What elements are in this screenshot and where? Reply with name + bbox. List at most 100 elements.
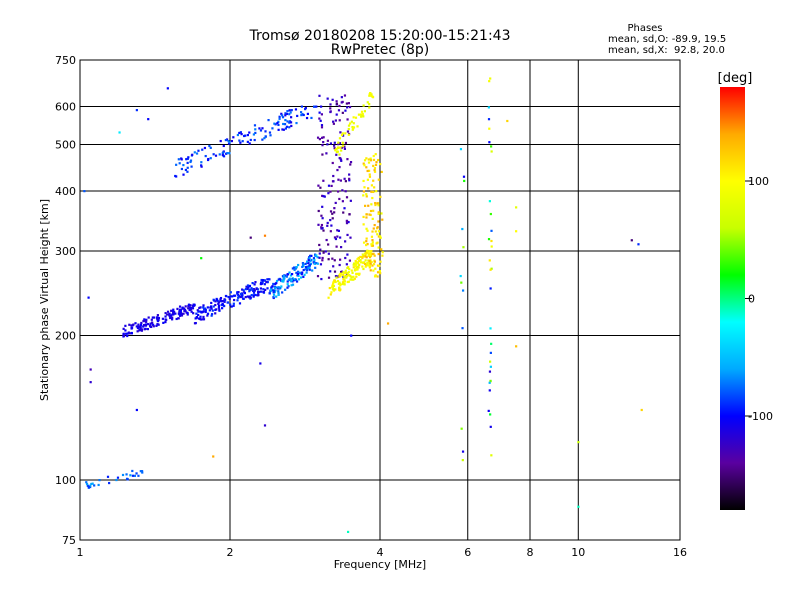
echo-point <box>277 291 280 295</box>
echo-point <box>139 325 142 328</box>
echo-point <box>192 312 195 315</box>
echo-point <box>488 80 491 83</box>
echo-point <box>221 307 224 310</box>
echo-point <box>380 170 383 174</box>
echo-point <box>189 159 193 162</box>
echo-point <box>318 94 321 97</box>
echo-point <box>328 286 331 290</box>
echo-point <box>306 260 309 263</box>
echo-point <box>285 275 288 278</box>
echo-point <box>459 148 463 151</box>
echo-point <box>129 474 132 477</box>
echo-point <box>322 251 325 254</box>
echo-point <box>370 250 373 253</box>
echo-point <box>341 132 344 135</box>
echo-point <box>145 318 148 321</box>
echo-point <box>331 161 334 165</box>
echo-point <box>212 298 215 301</box>
echo-point <box>280 279 284 283</box>
echo-point <box>312 257 316 260</box>
echo-point <box>253 124 257 127</box>
echo-point <box>352 122 355 125</box>
echo-point <box>168 314 171 318</box>
echo-point <box>366 251 369 254</box>
echo-point <box>365 195 368 198</box>
echo-point <box>322 140 325 144</box>
echo-point <box>488 141 491 144</box>
echo-point <box>347 124 351 127</box>
echo-point <box>326 97 329 100</box>
echo-point <box>304 262 307 265</box>
echo-point <box>297 270 300 273</box>
echo-point <box>267 119 270 122</box>
echo-point <box>490 229 493 232</box>
echo-point <box>241 294 244 297</box>
echo-point <box>386 322 390 325</box>
echo-point <box>229 295 232 298</box>
echo-point <box>218 308 221 311</box>
echo-point <box>286 120 289 123</box>
echo-point <box>202 315 205 319</box>
y-tick-label: 300 <box>55 245 76 258</box>
echo-point <box>338 142 342 145</box>
echo-point <box>271 285 274 288</box>
echo-point <box>362 223 365 226</box>
echo-point <box>367 264 370 267</box>
echo-point <box>350 120 353 123</box>
echo-point <box>218 309 221 312</box>
echo-point <box>155 324 158 327</box>
echo-point <box>289 121 293 124</box>
echo-point <box>362 255 366 258</box>
echo-point <box>376 202 379 205</box>
echo-point <box>143 318 146 321</box>
echo-point <box>362 104 365 107</box>
echo-point <box>268 292 271 295</box>
echo-point <box>461 450 465 453</box>
echo-point <box>212 305 215 308</box>
chart-subtitle: RwPretec (8p) <box>331 42 429 58</box>
echo-point <box>321 217 324 220</box>
echo-point <box>377 220 380 223</box>
echo-point <box>272 296 275 299</box>
echo-point <box>288 277 291 280</box>
echo-point <box>359 259 362 262</box>
echo-point <box>365 243 368 247</box>
echo-point <box>157 316 161 320</box>
echo-point <box>370 190 373 193</box>
echo-point <box>327 184 331 187</box>
echo-point <box>218 153 221 156</box>
echo-point <box>236 292 239 295</box>
echo-point <box>188 306 192 309</box>
echo-point <box>365 213 368 216</box>
echo-point <box>250 293 253 297</box>
echo-point <box>273 285 276 288</box>
echo-point <box>299 111 303 114</box>
echo-point <box>461 289 465 292</box>
echo-point <box>320 227 323 230</box>
echo-point <box>357 257 360 260</box>
echo-point <box>515 345 518 348</box>
echo-point <box>230 305 233 308</box>
echo-point <box>285 125 289 128</box>
echo-point <box>335 153 338 156</box>
echo-point <box>277 286 280 289</box>
echo-point <box>306 265 309 269</box>
echo-point <box>139 470 142 473</box>
echo-point <box>352 278 355 281</box>
echo-point <box>83 190 86 193</box>
echo-point <box>317 209 320 213</box>
echo-point <box>345 220 349 223</box>
echo-point <box>200 165 203 168</box>
echo-point <box>368 259 371 263</box>
echo-point <box>369 213 372 217</box>
echo-point <box>379 195 382 198</box>
echo-point <box>373 254 376 257</box>
echo-point <box>324 250 327 253</box>
echo-point <box>327 243 330 246</box>
echo-point <box>261 127 264 130</box>
echo-point <box>177 158 180 161</box>
echo-point <box>97 483 100 487</box>
echo-point <box>266 281 269 284</box>
echo-point <box>196 309 199 312</box>
echo-point <box>372 263 376 266</box>
